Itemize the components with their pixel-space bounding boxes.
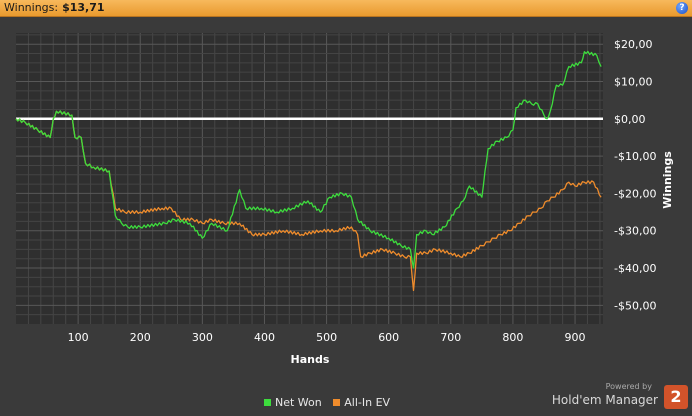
x-tick-label: 400 — [254, 331, 275, 344]
y-tick-label: $0,00 — [614, 113, 646, 126]
y-tick-label: -$10,00 — [614, 150, 656, 163]
x-tick-label: 600 — [378, 331, 399, 344]
x-axis-label: Hands — [291, 353, 330, 366]
y-tick-label: $20,00 — [614, 38, 653, 51]
y-axis-label: Winnings — [661, 151, 674, 209]
y-tick-label: -$30,00 — [614, 225, 656, 238]
y-tick-label: -$50,00 — [614, 299, 656, 312]
x-tick-label: 300 — [192, 331, 213, 344]
y-tick-label: -$20,00 — [614, 187, 656, 200]
x-tick-label: 500 — [316, 331, 337, 344]
legend-swatch-all-in-ev — [333, 399, 341, 406]
x-tick-label: 900 — [565, 331, 586, 344]
help-icon[interactable]: ? — [676, 2, 688, 14]
plot-area — [16, 33, 603, 324]
chart-legend: Net Won All-In EV — [264, 396, 398, 409]
legend-label-all-in-ev: All-In EV — [344, 396, 391, 409]
branding: Powered by Hold'em Manager 2 — [538, 382, 688, 412]
winnings-value: $13,71 — [62, 1, 105, 14]
winnings-header: Winnings: $13,71 ? — [0, 0, 692, 17]
series-net-won-line — [15, 50, 602, 269]
legend-swatch-net-won — [264, 399, 271, 406]
legend-label-net-won: Net Won — [275, 396, 322, 409]
brand-name: Hold'em Manager — [551, 393, 658, 407]
winnings-label: Winnings: — [4, 1, 59, 14]
x-tick-label: 800 — [502, 331, 523, 344]
x-tick-label: 700 — [440, 331, 461, 344]
axes: 100 200 300 400 500 600 700 800 900 $20,00 $10,00 $… — [16, 38, 656, 344]
series-layer — [15, 50, 602, 292]
y-tick-label: -$40,00 — [614, 262, 656, 275]
winnings-chart: 100 200 300 400 500 600 700 800 900 $20,00 $10,00 $… — [0, 17, 692, 397]
legend-item-net-won[interactable]: Net Won — [264, 396, 322, 409]
powered-by-text: Powered by — [605, 382, 652, 391]
brand-logo-icon: 2 — [664, 385, 688, 409]
x-tick-label: 100 — [68, 331, 89, 344]
grid — [16, 33, 603, 324]
series-all-in-ev-line — [15, 110, 602, 292]
x-tick-label: 200 — [130, 331, 151, 344]
legend-item-all-in-ev[interactable]: All-In EV — [333, 396, 390, 409]
y-tick-label: $10,00 — [614, 76, 653, 89]
